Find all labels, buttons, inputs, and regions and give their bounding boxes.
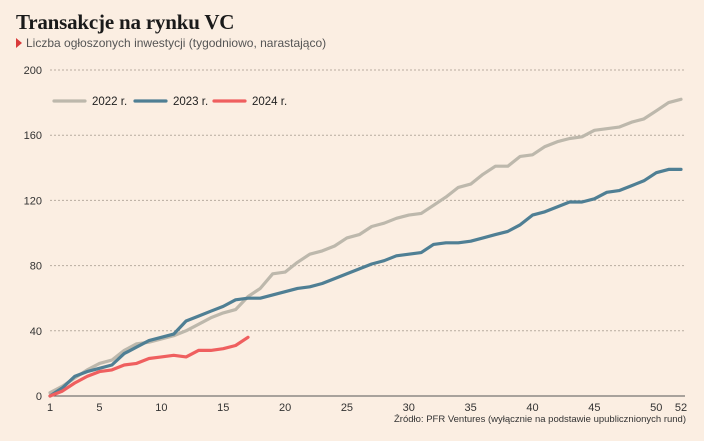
y-tick-label: 80 [30,261,42,273]
legend-label: 2023 r. [173,96,208,108]
subtitle-marker-icon [16,38,22,48]
x-tick-label: 1 [47,402,53,414]
y-tick-label: 120 [24,195,42,207]
x-tick-label: 10 [155,402,167,414]
x-tick-label: 45 [588,402,600,414]
chart-title: Transakcje na rynku VC [16,10,235,34]
x-tick-label: 20 [279,402,291,414]
series-line-2024 [48,335,250,398]
x-tick-label: 50 [650,402,662,414]
x-tick-label: 40 [526,402,538,414]
y-tick-label: 160 [24,130,42,142]
x-tick-label: 52 [675,402,687,414]
chart-subtitle: Liczba ogłoszonych inwestycji (tygodniow… [16,36,326,50]
y-tick-label: 40 [30,326,42,338]
legend-label: 2022 r. [92,96,127,108]
chart-subtitle-text: Liczba ogłoszonych inwestycji (tygodniow… [26,36,327,50]
x-tick-label: 25 [341,402,353,414]
x-tick-label: 15 [217,402,229,414]
y-tick-label: 0 [36,391,42,403]
series-line-2022 [48,97,683,395]
legend-label: 2024 r. [252,96,287,108]
x-tick-label: 5 [96,402,102,414]
x-tick-label: 30 [403,402,415,414]
series-line-2023 [48,167,683,398]
y-tick-label: 200 [24,65,42,77]
source-note: Źródło: PFR Ventures (wyłącznie na podst… [393,414,686,425]
x-tick-label: 35 [465,402,477,414]
